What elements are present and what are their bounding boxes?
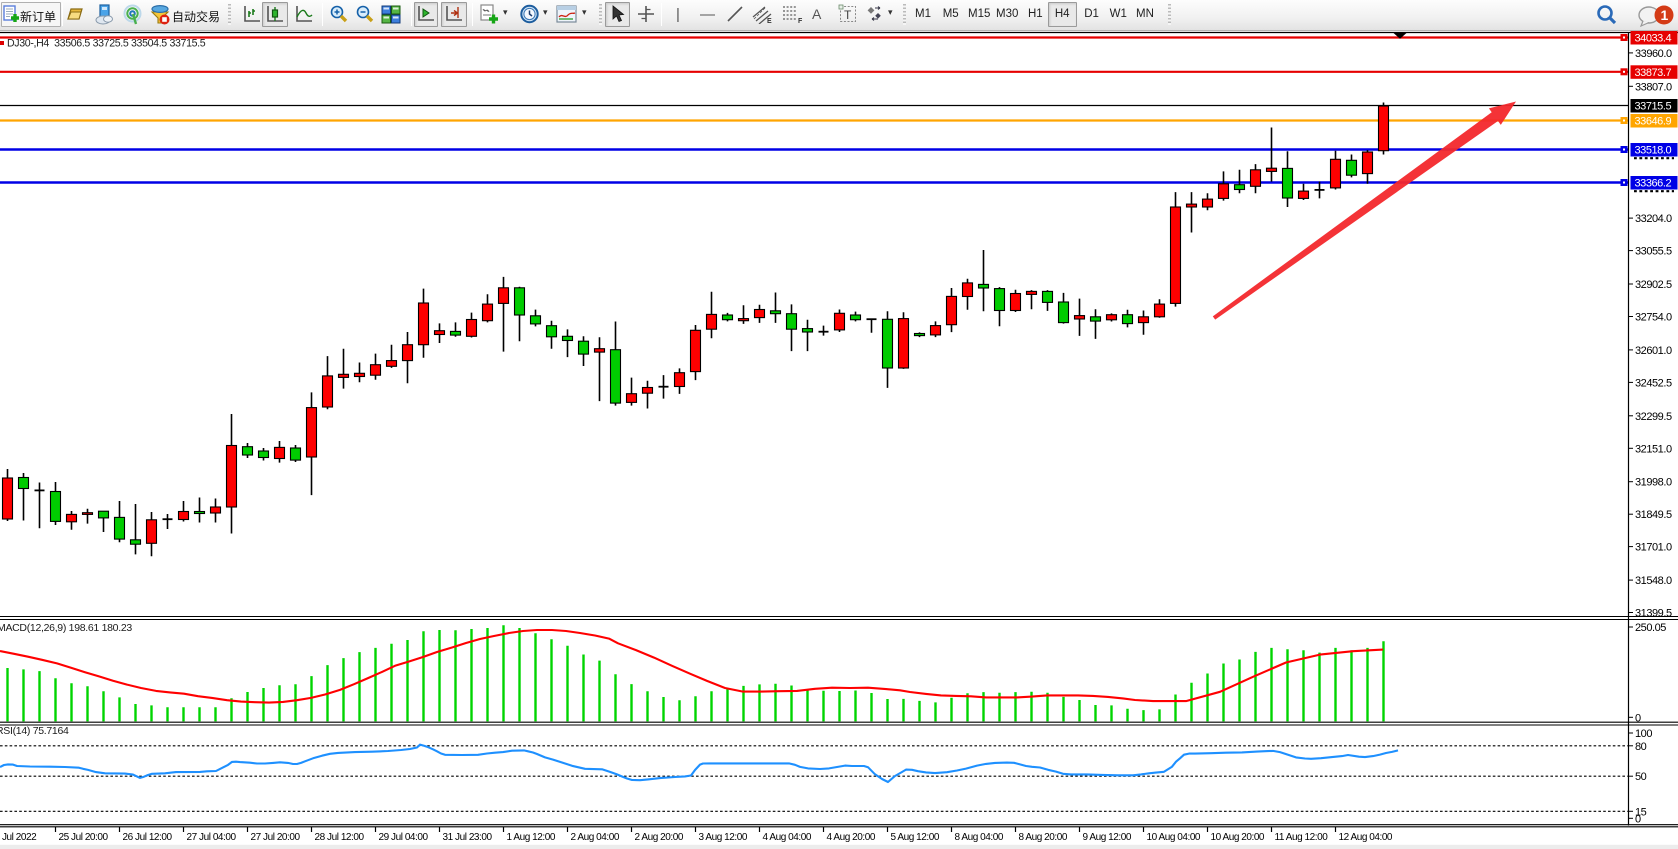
svg-text:32902.5: 32902.5 <box>1635 279 1672 291</box>
svg-text:8 Aug 20:00: 8 Aug 20:00 <box>1019 832 1068 843</box>
svg-text:31998.0: 31998.0 <box>1635 477 1672 489</box>
svg-text:5 Aug 12:00: 5 Aug 12:00 <box>891 832 940 843</box>
svg-text:33646.9: 33646.9 <box>1635 116 1672 128</box>
svg-text:33204.0: 33204.0 <box>1635 213 1672 225</box>
svg-text:31 Jul 23:00: 31 Jul 23:00 <box>443 832 493 843</box>
svg-text:8 Aug 04:00: 8 Aug 04:00 <box>955 832 1004 843</box>
svg-text:29 Jul 04:00: 29 Jul 04:00 <box>379 832 429 843</box>
svg-text:28 Jul 12:00: 28 Jul 12:00 <box>315 832 365 843</box>
svg-text:2 Aug 04:00: 2 Aug 04:00 <box>571 832 620 843</box>
svg-text:11 Aug 12:00: 11 Aug 12:00 <box>1275 832 1329 843</box>
svg-text:F: F <box>798 18 803 24</box>
svg-text:3 Aug 12:00: 3 Aug 12:00 <box>699 832 748 843</box>
svg-text:27 Jul 20:00: 27 Jul 20:00 <box>251 832 301 843</box>
svg-text:50: 50 <box>1635 771 1647 783</box>
svg-text:33055.5: 33055.5 <box>1635 246 1672 258</box>
svg-text:33807.0: 33807.0 <box>1635 81 1672 93</box>
svg-text:32452.5: 32452.5 <box>1635 377 1672 389</box>
svg-text:0: 0 <box>1635 712 1641 724</box>
svg-text:2 Aug 20:00: 2 Aug 20:00 <box>635 832 684 843</box>
svg-text:Jul 2022: Jul 2022 <box>2 832 37 843</box>
svg-text:27 Jul 04:00: 27 Jul 04:00 <box>187 832 237 843</box>
svg-text:34033.4: 34033.4 <box>1635 33 1672 45</box>
svg-text:32151.0: 32151.0 <box>1635 443 1672 455</box>
svg-text:10 Aug 20:00: 10 Aug 20:00 <box>1211 832 1265 843</box>
svg-text:0: 0 <box>1635 813 1641 825</box>
svg-text:MACD(12,26,9) 198.61 180.23: MACD(12,26,9) 198.61 180.23 <box>0 622 132 634</box>
svg-text:12 Aug 04:00: 12 Aug 04:00 <box>1339 832 1393 843</box>
svg-text:1: 1 <box>1661 7 1669 23</box>
svg-text:33873.7: 33873.7 <box>1635 67 1672 79</box>
svg-text:32299.5: 32299.5 <box>1635 411 1672 423</box>
svg-text:DJ30-,H4 33506.5 33725.5 3350: DJ30-,H4 33506.5 33725.5 33504.5 33715.5 <box>7 38 206 50</box>
svg-text:32601.0: 32601.0 <box>1635 345 1672 357</box>
svg-text:33518.0: 33518.0 <box>1635 145 1672 157</box>
svg-text:4 Aug 20:00: 4 Aug 20:00 <box>827 832 876 843</box>
svg-text:15: 15 <box>1635 806 1647 818</box>
svg-text:33960.0: 33960.0 <box>1635 48 1672 60</box>
svg-text:250.05: 250.05 <box>1635 622 1666 634</box>
svg-text:4 Aug 04:00: 4 Aug 04:00 <box>763 832 812 843</box>
svg-text:31548.0: 31548.0 <box>1635 575 1672 587</box>
svg-text:E: E <box>767 18 772 24</box>
svg-text:32754.0: 32754.0 <box>1635 312 1672 324</box>
svg-text:9 Aug 12:00: 9 Aug 12:00 <box>1083 832 1132 843</box>
svg-text:33715.5: 33715.5 <box>1635 101 1672 113</box>
svg-text:100: 100 <box>1635 728 1652 740</box>
svg-text:10 Aug 04:00: 10 Aug 04:00 <box>1147 832 1201 843</box>
svg-text:31399.5: 31399.5 <box>1635 608 1672 620</box>
svg-text:80: 80 <box>1635 741 1647 753</box>
svg-text:31701.0: 31701.0 <box>1635 542 1672 554</box>
svg-text:RSI(14) 75.7164: RSI(14) 75.7164 <box>0 725 69 737</box>
svg-text:31849.5: 31849.5 <box>1635 509 1672 521</box>
svg-text:T: T <box>844 8 852 22</box>
svg-text:1 Aug 12:00: 1 Aug 12:00 <box>507 832 556 843</box>
svg-text:26 Jul 12:00: 26 Jul 12:00 <box>123 832 173 843</box>
svg-text:25 Jul 20:00: 25 Jul 20:00 <box>59 832 109 843</box>
svg-text:33366.2: 33366.2 <box>1635 178 1672 190</box>
